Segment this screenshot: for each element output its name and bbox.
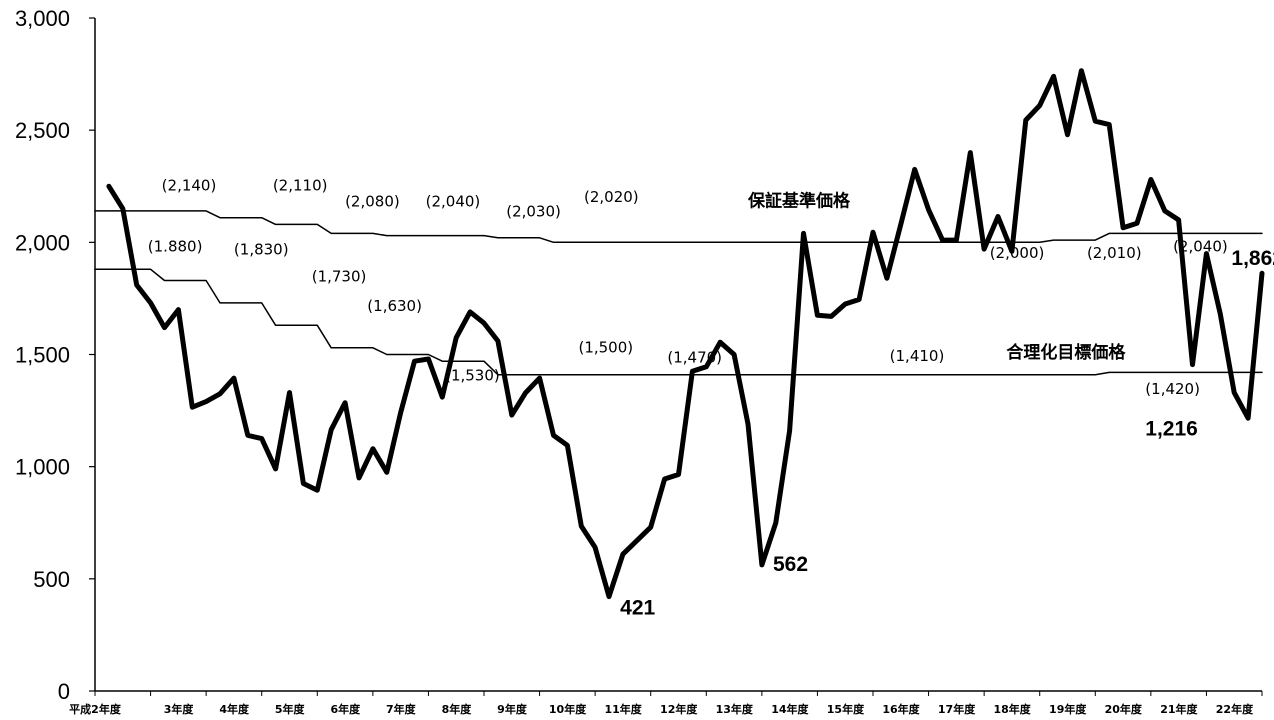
x-tick-label: 21年度 (1160, 702, 1198, 716)
price-annotation: (1,730) (312, 268, 367, 286)
price-annotation: (1.880) (148, 237, 203, 255)
price-annotation: (1,410) (890, 347, 945, 365)
x-tick-label: 4年度 (219, 702, 250, 716)
price-annotation: (2,110) (273, 177, 328, 195)
data-label: 1,216 (1145, 417, 1198, 440)
y-tick-label: 2,000 (15, 230, 70, 255)
y-tick-label: 1,500 (15, 343, 70, 368)
x-tick-label: 17年度 (938, 702, 976, 716)
x-tick-label: 9年度 (497, 702, 528, 716)
x-tick-label: 22年度 (1216, 702, 1254, 716)
price-annotation: (2,140) (162, 177, 217, 195)
series-name-label: 保証基準価格 (747, 190, 851, 211)
price-annotation: (1,500) (578, 338, 633, 356)
x-tick-label: 13年度 (716, 702, 754, 716)
y-tick-label: 2,500 (15, 118, 70, 143)
price-annotation: (2,030) (506, 203, 561, 221)
price-annotation: (2,010) (1087, 244, 1142, 262)
price-annotation: (1,830) (234, 241, 289, 259)
x-tick-label: 16年度 (882, 702, 920, 716)
price-annotation: (1,630) (367, 297, 422, 315)
series-lines (94, 68, 1265, 600)
x-tick-label: 3年度 (164, 702, 195, 716)
x-tick-label: 平成2年度 (69, 702, 122, 716)
x-tick-label: 20年度 (1105, 702, 1143, 716)
price-annotation: (2,000) (990, 244, 1045, 262)
x-tick-label: 10年度 (549, 702, 587, 716)
data-label: 1,862 (1231, 247, 1274, 270)
data-label: 421 (620, 597, 655, 620)
y-axis-ticks: 0 500 1,000 1,500 2,000 2,500 3,000 (15, 6, 95, 704)
x-tick-label: 8年度 (442, 702, 473, 716)
x-tick-label: 19年度 (1049, 702, 1087, 716)
price-annotation: (1,530) (445, 366, 500, 384)
y-tick-label: 1,000 (15, 455, 70, 480)
x-tick-label: 5年度 (275, 702, 306, 716)
y-tick-label: 3,000 (15, 6, 70, 31)
y-tick-label: 0 (58, 679, 70, 704)
x-tick-label: 11年度 (604, 702, 642, 716)
price-annotation: (2,020) (584, 188, 639, 206)
annotations: (2,140) (2,110) (2,080) (2,040) (2,030) (2,02… (148, 177, 1274, 620)
data-label: 562 (773, 553, 808, 576)
x-tick-label: 15年度 (827, 702, 865, 716)
series-line-price (106, 68, 1265, 600)
x-tick-label: 14年度 (771, 702, 809, 716)
series-line-rationalization-target (94, 268, 1263, 376)
price-annotation: (1,420) (1145, 380, 1200, 398)
x-tick-label: 18年度 (993, 702, 1031, 716)
x-tick-label: 6年度 (330, 702, 361, 716)
price-annotation: (1,470) (667, 348, 722, 366)
y-tick-label: 500 (33, 567, 70, 592)
x-tick-label: 12年度 (660, 702, 698, 716)
series-name-label: 合理化目標価格 (1006, 342, 1126, 363)
price-annotation: (2,040) (1173, 237, 1228, 255)
series-line-guarantee-standard (94, 210, 1263, 244)
x-tick-label: 7年度 (386, 702, 417, 716)
price-annotation: (2,040) (426, 192, 481, 210)
price-annotation: (2,080) (345, 192, 400, 210)
x-axis-ticks: 平成2年度 3年度 4年度 5年度 6年度 7年度 8年度 9年度 10年度 11年度 12年度 13… (69, 691, 1263, 716)
